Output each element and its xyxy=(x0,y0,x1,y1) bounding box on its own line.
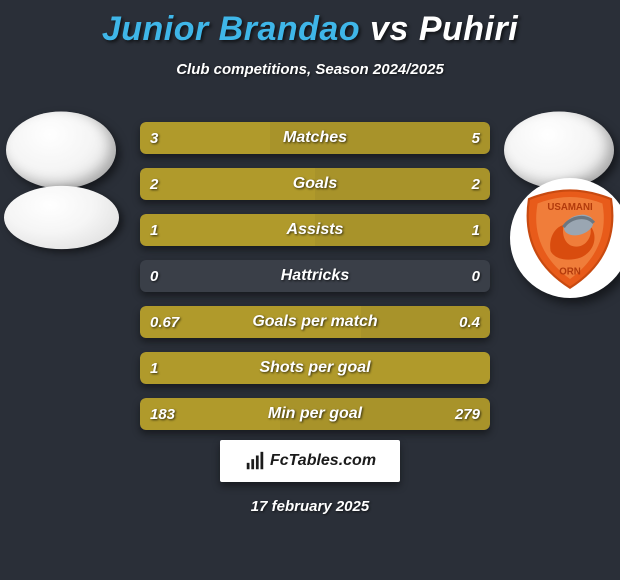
player-right-avatar xyxy=(504,112,614,189)
fctables-logo: FcTables.com xyxy=(220,440,400,482)
season-subtitle: Club competitions, Season 2024/2025 xyxy=(0,61,620,78)
club-crest-icon: USAMANI ORN xyxy=(516,184,620,292)
bar-left-fill xyxy=(140,168,315,200)
stat-row: 35Matches xyxy=(140,122,490,154)
player-left-avatar xyxy=(6,112,116,189)
bar-left-fill xyxy=(140,306,361,338)
bar-right-fill xyxy=(280,398,490,430)
logo-text: FcTables.com xyxy=(270,452,376,470)
stat-row: 0.670.4Goals per match xyxy=(140,306,490,338)
bar-right-fill xyxy=(361,306,491,338)
bar-left-fill xyxy=(140,398,280,430)
bar-right-fill xyxy=(315,168,490,200)
bar-left-fill xyxy=(140,214,315,246)
club-right-badge: USAMANI ORN xyxy=(510,178,620,298)
stat-row: 00Hattricks xyxy=(140,260,490,292)
stat-row: 11Assists xyxy=(140,214,490,246)
stat-row: 1Shots per goal xyxy=(140,352,490,384)
footer-date: 17 february 2025 xyxy=(0,498,620,515)
bar-left-fill xyxy=(140,122,270,154)
stats-bar-chart: 35Matches 22Goals 11Assists 00Hattricks 0.67… xyxy=(140,122,490,444)
player-left-name: Junior Brandao xyxy=(102,10,360,48)
svg-text:ORN: ORN xyxy=(559,267,581,278)
bar-left-fill xyxy=(140,352,490,384)
player-right-name: Puhiri xyxy=(419,10,518,48)
bar-chart-icon xyxy=(244,450,266,472)
bar-right-fill xyxy=(270,122,491,154)
bar-track xyxy=(140,260,490,292)
stat-row: 183279Min per goal xyxy=(140,398,490,430)
svg-text:USAMANI: USAMANI xyxy=(547,202,593,213)
club-left-badge xyxy=(4,186,119,249)
bar-right-fill xyxy=(315,214,490,246)
stat-row: 22Goals xyxy=(140,168,490,200)
vs-text: vs xyxy=(370,10,419,48)
comparison-title: Junior Brandao vs Puhiri xyxy=(0,0,620,49)
